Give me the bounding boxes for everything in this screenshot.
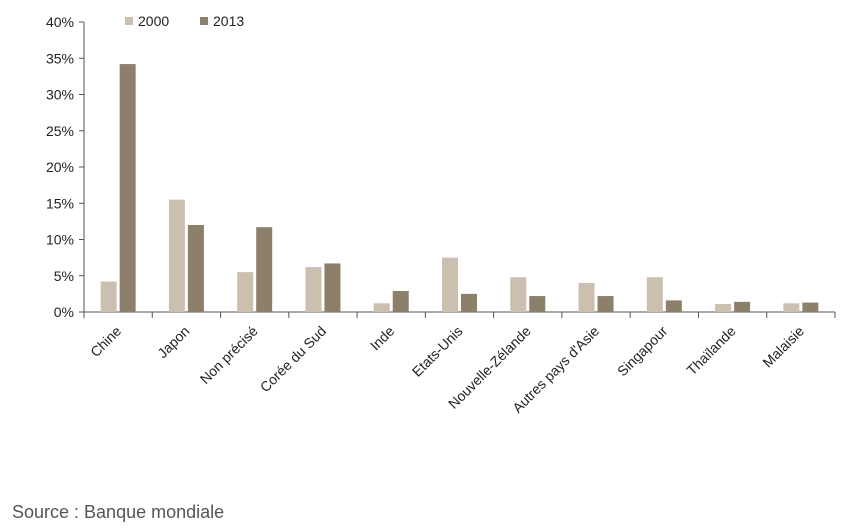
bar-2013 — [734, 301, 751, 312]
y-tick-label: 25% — [46, 123, 74, 139]
bar-2000 — [100, 281, 117, 312]
bar-2000 — [237, 272, 254, 312]
y-tick-label: 15% — [46, 195, 74, 211]
bar-2000 — [305, 267, 322, 312]
y-tick-label: 35% — [46, 50, 74, 66]
bar-2000 — [510, 277, 527, 312]
bar-2000 — [373, 303, 390, 312]
legend-label-2000: 2000 — [138, 13, 169, 29]
bar-2000 — [168, 199, 185, 312]
x-tick-label: Thaïlande — [683, 323, 738, 378]
x-tick-label: Corée du Sud — [257, 323, 329, 395]
bar-2000 — [783, 303, 800, 312]
bar-2013 — [529, 296, 546, 312]
legend-swatch-2013 — [200, 17, 208, 25]
bars — [100, 64, 819, 312]
bar-2013 — [665, 300, 682, 312]
y-tick-label: 5% — [54, 268, 74, 284]
legend: 2000 2013 — [125, 13, 244, 29]
bar-2013 — [461, 293, 477, 312]
bar-2013 — [597, 296, 614, 312]
y-tick-label: 10% — [46, 232, 74, 248]
bar-2013 — [392, 290, 409, 312]
legend-label-2013: 2013 — [213, 13, 244, 29]
y-tick-label: 0% — [54, 304, 74, 320]
y-tick-label: 30% — [46, 87, 74, 103]
bar-2013 — [187, 225, 204, 312]
y-tick-label: 20% — [46, 159, 74, 175]
x-tick-label: Malaisie — [759, 323, 807, 371]
x-tick-label: Etats-Unis — [409, 323, 466, 380]
bar-2013 — [119, 64, 136, 312]
bar-2013 — [256, 227, 273, 312]
source-note: Source : Banque mondiale — [12, 502, 225, 522]
legend-swatch-2000 — [125, 17, 133, 25]
bar-chart: 0% 5% 10% 15% 20% 25% 30% 35% 40% Chine Japon Non … — [46, 13, 836, 416]
x-tick-label: Inde — [367, 323, 398, 354]
bar-2000 — [578, 283, 595, 312]
x-tick-label: Non précisé — [197, 323, 261, 387]
x-tick-label: Japon — [154, 323, 192, 361]
y-axis: 0% 5% 10% 15% 20% 25% 30% 35% 40% — [46, 14, 85, 320]
bar-2013 — [802, 302, 819, 312]
x-tick-label: Chine — [87, 323, 124, 360]
x-tick-label: Singapour — [614, 323, 671, 380]
bar-2000 — [442, 257, 458, 312]
bar-2013 — [324, 263, 341, 312]
y-tick-label: 40% — [46, 14, 74, 30]
bar-2000 — [715, 304, 732, 312]
bar-2000 — [646, 277, 663, 312]
